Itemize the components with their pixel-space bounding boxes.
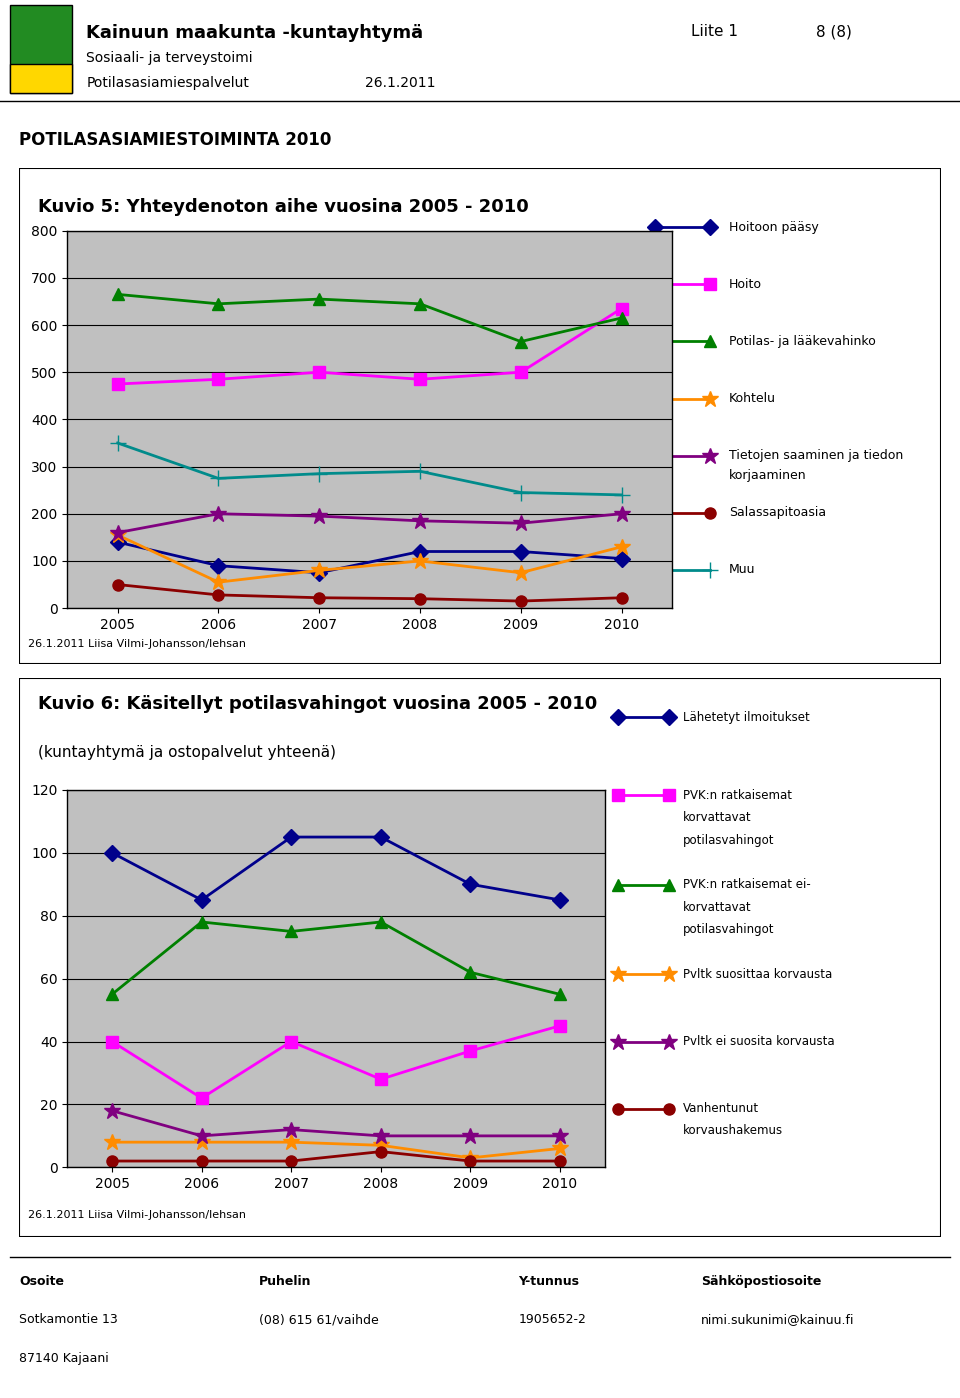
Text: 26.1.2011 Liisa Vilmi-Johansson/lehsan: 26.1.2011 Liisa Vilmi-Johansson/lehsan — [29, 639, 247, 649]
Text: Hoitoon pääsy: Hoitoon pääsy — [729, 221, 819, 233]
Text: Tietojen saaminen ja tiedon: Tietojen saaminen ja tiedon — [729, 449, 903, 463]
Text: 26.1.2011 Liisa Vilmi-Johansson/lehsan: 26.1.2011 Liisa Vilmi-Johansson/lehsan — [29, 1211, 247, 1220]
Text: Pvltk ei suosita korvausta: Pvltk ei suosita korvausta — [683, 1035, 834, 1048]
Text: Sotkamontie 13: Sotkamontie 13 — [19, 1314, 118, 1327]
Text: Lähetetyt ilmoitukset: Lähetetyt ilmoitukset — [683, 710, 809, 724]
Text: Muu: Muu — [729, 563, 756, 576]
Text: POTILASASIAMIESTOIMINTA 2010: POTILASASIAMIESTOIMINTA 2010 — [19, 131, 331, 148]
Text: 1905652-2: 1905652-2 — [518, 1314, 587, 1327]
Text: Kuvio 5: Yhteydenoton aihe vuosina 2005 - 2010: Kuvio 5: Yhteydenoton aihe vuosina 2005 … — [37, 197, 528, 215]
Text: Osoite: Osoite — [19, 1275, 64, 1288]
Text: korvattavat: korvattavat — [683, 811, 752, 825]
Text: korvaushakemus: korvaushakemus — [683, 1124, 782, 1138]
Text: Kainuun maakunta -kuntayhtymä: Kainuun maakunta -kuntayhtymä — [86, 24, 423, 42]
Text: nimi.sukunimi@kainuu.fi: nimi.sukunimi@kainuu.fi — [701, 1314, 854, 1327]
Text: Potilasasiamiespalvelut: Potilasasiamiespalvelut — [86, 77, 250, 91]
Text: Sosiaali- ja terveystoimi: Sosiaali- ja terveystoimi — [86, 50, 253, 64]
Text: PVK:n ratkaisemat: PVK:n ratkaisemat — [683, 788, 792, 802]
Text: (kuntayhtymä ja ostopalvelut yhteenä): (kuntayhtymä ja ostopalvelut yhteenä) — [37, 745, 336, 761]
Text: Sähköpostiosoite: Sähköpostiosoite — [701, 1275, 821, 1288]
Text: 87140 Kajaani: 87140 Kajaani — [19, 1352, 108, 1364]
Text: Pvltk suosittaa korvausta: Pvltk suosittaa korvausta — [683, 967, 832, 981]
Text: potilasvahingot: potilasvahingot — [683, 833, 775, 847]
Text: Kohtelu: Kohtelu — [729, 391, 776, 405]
Text: 8 (8): 8 (8) — [816, 24, 852, 39]
Text: Salassapitoasia: Salassapitoasia — [729, 506, 826, 519]
Text: Puhelin: Puhelin — [259, 1275, 312, 1288]
Text: korjaaminen: korjaaminen — [729, 468, 806, 482]
Text: 26.1.2011: 26.1.2011 — [365, 77, 435, 91]
Text: Y-tunnus: Y-tunnus — [518, 1275, 580, 1288]
Text: Kuvio 6: Käsitellyt potilasvahingot vuosina 2005 - 2010: Kuvio 6: Käsitellyt potilasvahingot vuos… — [37, 695, 597, 713]
Text: Potilas- ja lääkevahinko: Potilas- ja lääkevahinko — [729, 336, 876, 348]
Text: PVK:n ratkaisemat ei-: PVK:n ratkaisemat ei- — [683, 878, 810, 892]
Text: (08) 615 61/vaihde: (08) 615 61/vaihde — [259, 1314, 379, 1327]
Text: Hoito: Hoito — [729, 278, 762, 291]
Polygon shape — [10, 63, 72, 92]
Bar — [10, 6, 72, 92]
Text: Vanhentunut: Vanhentunut — [683, 1102, 758, 1116]
Text: potilasvahingot: potilasvahingot — [683, 923, 775, 937]
Text: korvattavat: korvattavat — [683, 900, 752, 914]
Text: Liite 1: Liite 1 — [691, 24, 738, 39]
